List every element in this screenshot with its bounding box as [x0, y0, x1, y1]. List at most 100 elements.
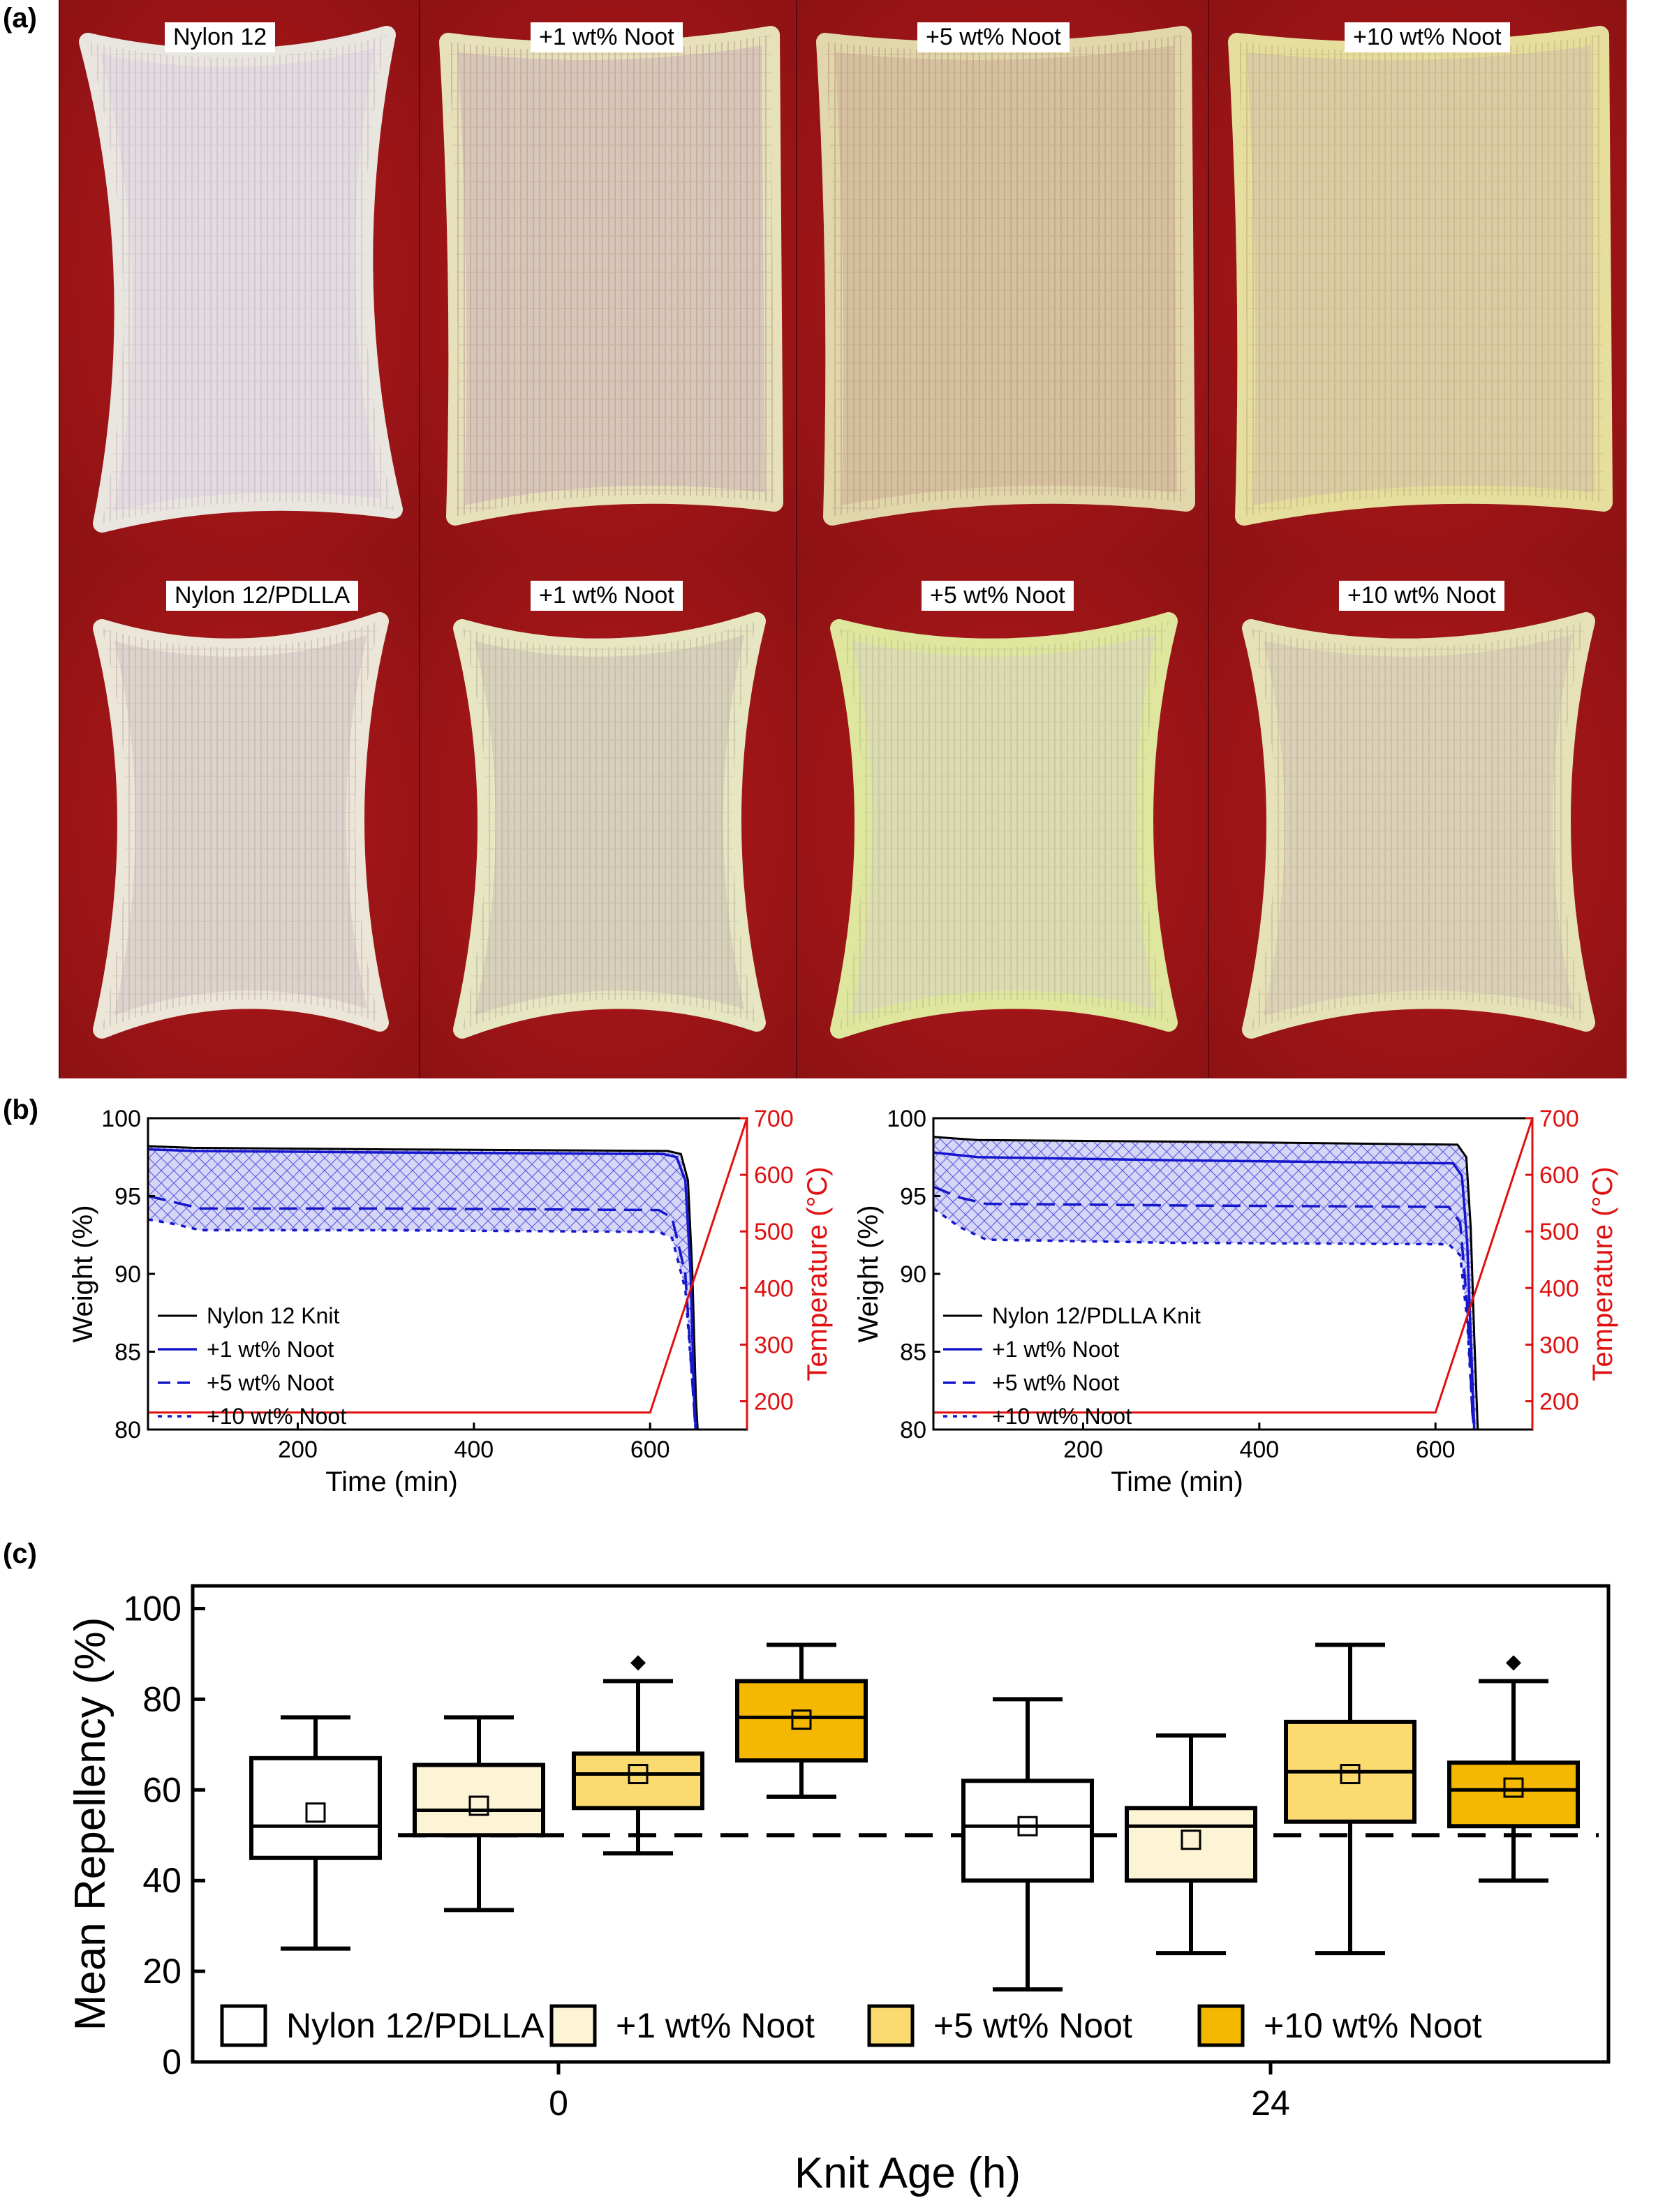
- photo-label: +1 wt% Noot: [531, 581, 683, 611]
- y-tick-label: 40: [142, 1861, 182, 1900]
- knit-texture: [88, 35, 394, 524]
- iqr-box: [1125, 1806, 1257, 1883]
- fabric-photo-drawing: [420, 0, 797, 558]
- legend-label: +5 wt% Noot: [933, 2006, 1132, 2045]
- photo-label: +5 wt% Noot: [917, 22, 1070, 52]
- x-axis-label: Time (min): [325, 1467, 458, 1497]
- box-0h--10-wt-noot: [735, 1642, 868, 1799]
- y2-axis-label: Temperature (°C): [1588, 1166, 1618, 1381]
- iqr-box: [413, 1762, 545, 1838]
- box-0h-nylon-12-pdlla: [249, 1715, 382, 1951]
- panel-label-c: (c): [3, 1538, 37, 1569]
- y-tick-label: 80: [114, 1417, 141, 1443]
- fabric-photo-drawing: [1209, 558, 1627, 1078]
- y-axis-label: Weight (%): [68, 1205, 98, 1342]
- shaded-range-band: [148, 1146, 698, 1430]
- panel-a-photos: (a) Nylon 12 +1 wt% Noot +5 wt% Noot +10…: [0, 0, 1672, 1078]
- y-tick-label: 85: [114, 1339, 141, 1366]
- legend-label: Nylon 12/PDLLA Knit: [992, 1303, 1201, 1328]
- box-0h--5-wt-noot: [572, 1655, 704, 1856]
- y-axis-label: Mean Repellency (%): [66, 1617, 114, 2031]
- fabric-photo-drawing: [60, 0, 420, 558]
- y2-tick-label: 700: [1539, 1106, 1579, 1132]
- legend-label: +5 wt% Noot: [992, 1370, 1119, 1395]
- box-24h-nylon-12-pdlla: [961, 1697, 1094, 1992]
- y-tick-label: 100: [887, 1106, 926, 1132]
- y-tick-label: 80: [142, 1679, 182, 1719]
- x-tick-label: 24: [1251, 2084, 1290, 2123]
- x-tick-label: 600: [1416, 1437, 1456, 1463]
- photo-pdlla-1wt-noot: +1 wt% Noot: [419, 558, 797, 1078]
- photo-nylon12-5wt-noot: +5 wt% Noot: [796, 0, 1209, 558]
- legend-label: +5 wt% Noot: [207, 1370, 334, 1395]
- mean-marker: [305, 1802, 326, 1823]
- mean-marker: [791, 1709, 812, 1730]
- panel-c-boxplot: (c) 0 20 40 60 80 100 0 24 Knit Age (h) Mean Repe…: [0, 1536, 1672, 2212]
- x-tick-label: 200: [278, 1437, 318, 1463]
- fabric-photo-drawing: [797, 558, 1209, 1078]
- mean-marker: [1340, 1764, 1361, 1785]
- tga-chart-right: 200 400 600 80 85 90 95 100 200 300 400 500 600 700 Ti…: [853, 1106, 1618, 1497]
- series-line--10-wt-noot: [148, 1218, 697, 1430]
- shaded-range-band: [933, 1136, 1478, 1430]
- photo-nylon12-10wt-noot: +10 wt% Noot: [1208, 0, 1627, 558]
- y2-tick-label: 400: [754, 1275, 794, 1302]
- y-tick-label: 95: [900, 1184, 926, 1210]
- y-tick-label: 60: [142, 1770, 182, 1809]
- x-tick-label: 400: [454, 1437, 494, 1463]
- y2-tick-label: 200: [1539, 1388, 1579, 1415]
- y2-tick-label: 600: [1539, 1162, 1579, 1189]
- legend-swatch: [867, 2004, 915, 2047]
- mean-marker: [1181, 1829, 1201, 1850]
- panel-b-tga: (b) 200 400 600 80 85 90 95 100 200 300 400 500 600 7…: [0, 1089, 1672, 1529]
- legend-label: +1 wt% Noot: [207, 1337, 334, 1362]
- panel-label-a: (a): [3, 3, 37, 34]
- outlier-marker: [1506, 1655, 1521, 1671]
- photo-pdlla-5wt-noot: +5 wt% Noot: [796, 558, 1209, 1078]
- y2-tick-label: 600: [754, 1162, 794, 1189]
- box-24h--5-wt-noot: [1284, 1642, 1416, 1956]
- knit-fabric: [439, 26, 783, 526]
- y-axis-label: Weight (%): [853, 1205, 884, 1342]
- legend-swatch: [1197, 2004, 1245, 2047]
- fabric-photo-drawing: [1209, 0, 1627, 558]
- y-tick-label: 100: [124, 1589, 182, 1628]
- box-24h--10-wt-noot: [1447, 1655, 1580, 1883]
- knit-fabric: [79, 26, 403, 533]
- y2-tick-label: 500: [754, 1219, 794, 1245]
- photo-label: +1 wt% Noot: [531, 22, 683, 52]
- y-tick-label: 90: [900, 1261, 926, 1288]
- repellency-boxplot: 0 20 40 60 80 100 0 24 Knit Age (h) Mean Repellen…: [66, 1584, 1611, 2197]
- iqr-box: [249, 1756, 382, 1860]
- legend-label: +1 wt% Noot: [992, 1337, 1119, 1362]
- knit-texture: [448, 35, 774, 517]
- y-tick-label: 90: [114, 1261, 141, 1288]
- iqr-box: [1447, 1760, 1580, 1829]
- photo-label: +5 wt% Noot: [922, 581, 1074, 611]
- photo-label: +10 wt% Noot: [1345, 22, 1510, 52]
- iqr-box: [572, 1751, 704, 1811]
- photo-label: +10 wt% Noot: [1339, 581, 1504, 611]
- mean-marker: [1017, 1816, 1038, 1836]
- panel-label-b: (b): [3, 1094, 39, 1125]
- x-tick-label: 0: [549, 2084, 568, 2123]
- outlier-marker: [630, 1655, 646, 1671]
- knit-fabric: [93, 612, 389, 1039]
- photo-nylon12: Nylon 12: [59, 0, 420, 558]
- y-tick-label: 85: [900, 1339, 926, 1366]
- fabric-photo-drawing: [797, 0, 1209, 558]
- iqr-box: [961, 1779, 1094, 1883]
- y-tick-label: 0: [162, 2042, 182, 2081]
- y2-tick-label: 700: [754, 1106, 794, 1132]
- tga-chart-left: 200 400 600 80 85 90 95 100 200 300 400 500 600 700 Ti…: [68, 1106, 833, 1497]
- y-tick-label: 80: [900, 1417, 926, 1443]
- mean-marker: [468, 1795, 489, 1816]
- photo-pdlla-10wt-noot: +10 wt% Noot: [1208, 558, 1627, 1078]
- photo-nylon12-pdlla: Nylon 12/PDLLA: [59, 558, 420, 1078]
- y2-tick-label: 200: [754, 1388, 794, 1415]
- legend-label: Nylon 12 Knit: [207, 1303, 339, 1328]
- y2-tick-label: 400: [1539, 1275, 1579, 1302]
- legend-swatch: [549, 2004, 597, 2047]
- series-line--5-wt-noot: [148, 1194, 697, 1430]
- x-tick-label: 200: [1063, 1437, 1103, 1463]
